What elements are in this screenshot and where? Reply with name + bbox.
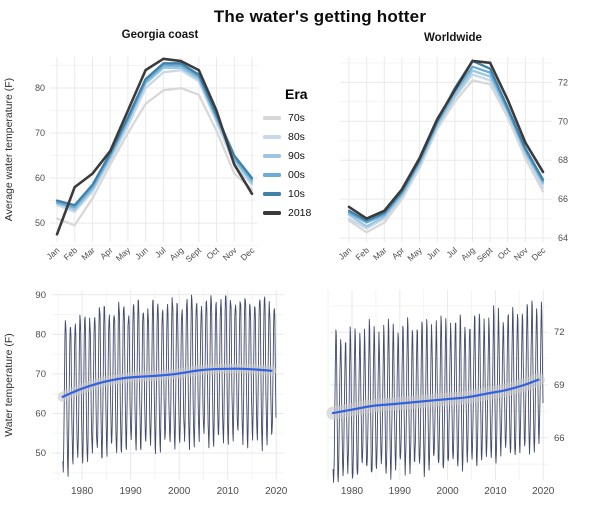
x-tick-label: Jul	[444, 245, 459, 260]
era-legend: Era 70s 80s 90s 00s 10s 2018	[263, 86, 339, 222]
y-tick-label: 70	[558, 116, 568, 126]
legend-entry-90s: 90s	[263, 146, 339, 165]
legend-swatch-10s	[263, 191, 281, 196]
y-tick-label: 70	[35, 369, 46, 380]
x-tick-label: 2000	[436, 486, 459, 497]
x-tick-label: Dec	[238, 245, 256, 263]
chart-worldwide-timeseries: 66 69 72 1980 1990 2000 2010 2020	[326, 290, 565, 497]
x-tick-label: Apr	[98, 245, 115, 261]
series-line-70s	[55, 86, 254, 227]
legend-label: 2018	[288, 206, 312, 219]
y-axis-title: Water temperature (F)	[3, 333, 15, 436]
x-tick-label: Jul	[153, 245, 168, 260]
legend-entries: 70s 80s 90s 00s 10s 2018	[263, 108, 339, 222]
x-tick-label: 1990	[389, 486, 412, 497]
x-tick-label: 2010	[217, 486, 240, 497]
legend-entry-10s: 10s	[263, 184, 339, 203]
x-tick-label: Jan	[336, 245, 353, 262]
legend-swatch-80s	[263, 134, 281, 139]
legend-label: 00s	[288, 168, 305, 181]
legend-label: 70s	[288, 111, 305, 124]
x-tick-label: Jan	[44, 245, 61, 262]
y-tick-label: 72	[558, 77, 568, 87]
y-tick-label: 66	[558, 194, 568, 204]
x-tick-label: Aug	[167, 245, 185, 263]
y-tick-label: 80	[35, 329, 46, 340]
x-tick-label: Aug	[459, 245, 477, 263]
legend-label: 10s	[288, 187, 305, 200]
trend-line	[61, 367, 273, 398]
x-tick-label: Oct	[204, 245, 221, 262]
x-tick-label: Sept	[475, 245, 495, 265]
y-tick-label: 68	[558, 155, 568, 165]
series-line-80s	[347, 73, 545, 230]
y-tick-label: 70	[35, 128, 45, 138]
legend-swatch-90s	[263, 153, 281, 158]
legend-entry-2018: 2018	[263, 203, 339, 222]
trend-line	[331, 378, 540, 415]
x-tick-label: Feb	[61, 245, 79, 262]
x-tick-label: 1990	[120, 486, 143, 497]
legend-entry-00s: 00s	[263, 165, 339, 184]
monthly-series-line	[332, 300, 544, 483]
x-tick-label: Jun	[425, 245, 442, 262]
legend-title: Era	[285, 86, 308, 102]
x-tick-label: Mar	[371, 245, 389, 262]
x-tick-label: Oct	[496, 245, 513, 262]
chart-georgia-timeseries: 50 60 70 80 90 1980 1990 2000 2010 2020 Water temp…	[3, 290, 288, 497]
legend-entry-70s: 70s	[263, 108, 339, 127]
x-tick-label: Feb	[353, 245, 371, 262]
panel-title-georgia-coast: Georgia coast	[121, 29, 199, 41]
x-tick-label: 1980	[341, 486, 364, 497]
series-line-70s	[347, 79, 545, 234]
legend-swatch-2018	[263, 210, 281, 215]
y-tick-label: 60	[35, 409, 46, 420]
series-line-2018	[347, 59, 545, 220]
y-tick-label: 69	[554, 380, 565, 391]
legend-label: 90s	[288, 149, 305, 162]
x-tick-label: 2020	[532, 486, 555, 497]
x-tick-label: 2010	[484, 486, 507, 497]
y-tick-label: 64	[558, 233, 568, 243]
legend-swatch-70s	[263, 115, 281, 120]
y-tick-label: 90	[35, 290, 46, 301]
y-tick-label: 60	[35, 173, 45, 183]
main-title: The water's getting hotter	[213, 7, 427, 26]
x-tick-label: Dec	[529, 245, 547, 263]
y-tick-label: 72	[554, 327, 565, 338]
y-axis-title: Average water temperature (F)	[3, 78, 15, 221]
series-line-90s	[347, 69, 545, 228]
y-tick-label: 66	[554, 433, 565, 444]
x-tick-label: Sept	[183, 245, 203, 265]
monthly-series-line	[62, 294, 277, 477]
x-tick-label: May	[114, 245, 133, 264]
x-tick-label: 1980	[71, 486, 94, 497]
x-tick-label: Mar	[79, 245, 97, 262]
x-tick-label: May	[405, 245, 424, 264]
legend-entry-80s: 80s	[263, 127, 339, 146]
x-tick-label: Nov	[512, 245, 530, 263]
y-tick-label: 80	[35, 83, 45, 93]
x-tick-label: 2000	[168, 486, 191, 497]
x-tick-label: Apr	[390, 245, 407, 261]
x-tick-label: 2020	[265, 486, 288, 497]
legend-swatch-00s	[263, 172, 281, 177]
series-line-2018	[55, 57, 254, 236]
x-tick-label: Jun	[133, 245, 150, 262]
legend-label: 80s	[288, 130, 305, 143]
y-tick-label: 50	[35, 448, 46, 459]
panel-title-worldwide: Worldwide	[424, 32, 482, 44]
x-tick-label: Nov	[221, 245, 239, 263]
y-tick-label: 50	[35, 218, 45, 228]
